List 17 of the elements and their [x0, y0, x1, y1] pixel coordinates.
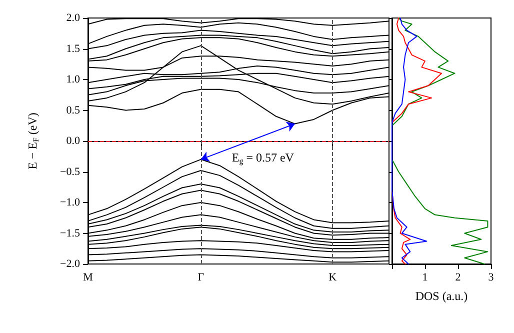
x-tick-label: 3	[488, 272, 494, 284]
x-tick-label: M	[83, 272, 94, 284]
y-tick-label: 0.0	[66, 135, 80, 147]
y-tick-label: −1.0	[60, 196, 80, 208]
x-tick-label: Γ	[198, 272, 204, 284]
x-tick-label: 1	[422, 272, 428, 284]
x-tick-label: K	[328, 272, 337, 284]
y-axis-title: E − EF (eV)	[26, 112, 40, 170]
y-tick-label: −1.5	[60, 227, 80, 240]
y-tick-label: 2.0	[66, 12, 80, 24]
y-tick-label: −2.0	[60, 258, 80, 270]
x-tick-label: 2	[455, 272, 461, 284]
y-tick-label: 0.5	[66, 104, 80, 116]
y-tick-label: 1.5	[66, 42, 80, 55]
x-axis-title: DOS (a.u.)	[415, 289, 468, 303]
y-tick-label: −0.5	[60, 166, 80, 178]
y-tick-label: 1.0	[66, 74, 80, 86]
